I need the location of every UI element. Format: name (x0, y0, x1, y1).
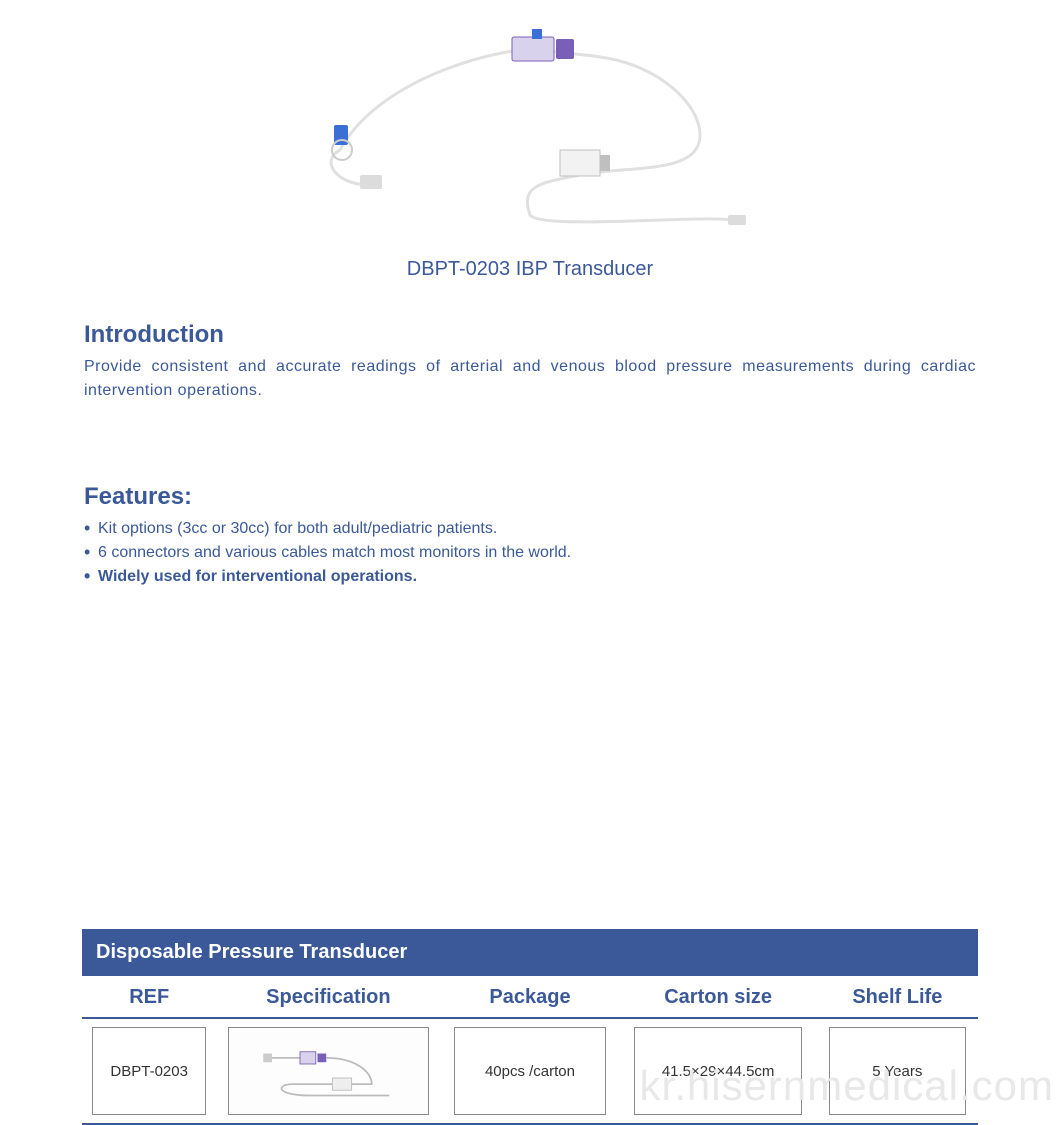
product-illustration (280, 15, 780, 235)
product-caption: DBPT-0203 IBP Transducer (0, 258, 1060, 281)
feature-item: 6 connectors and various cables match mo… (84, 541, 976, 565)
col-header-carton: Carton size (620, 986, 817, 1009)
introduction-text: Provide consistent and accurate readings… (84, 355, 976, 403)
feature-item: Widely used for interventional operation… (84, 565, 976, 589)
cell-spec-thumb (228, 1027, 430, 1115)
features-heading: Features: (84, 483, 976, 511)
col-header-life: Shelf Life (817, 986, 978, 1009)
spec-header-row: REF Specification Package Carton size Sh… (82, 976, 978, 1019)
col-header-spec: Specification (216, 986, 440, 1009)
spec-title-bar: Disposable Pressure Transducer (82, 929, 978, 976)
feature-item: Kit options (3cc or 30cc) for both adult… (84, 517, 976, 541)
product-image-area (0, 0, 1060, 250)
cell-carton: 41.5×29×44.5cm (634, 1027, 802, 1115)
features-section: Features: Kit options (3cc or 30cc) for … (0, 483, 1060, 589)
spec-data-row: DBPT-0203 40pcs /carton (82, 1019, 978, 1125)
col-header-ref: REF (82, 986, 216, 1009)
introduction-heading: Introduction (84, 321, 976, 349)
features-list: Kit options (3cc or 30cc) for both adult… (84, 517, 976, 589)
spec-section: Disposable Pressure Transducer REF Speci… (0, 929, 1060, 1125)
cell-shelf-life: 5 Years (829, 1027, 966, 1115)
cell-ref: DBPT-0203 (92, 1027, 206, 1115)
cell-package: 40pcs /carton (454, 1027, 606, 1115)
introduction-section: Introduction Provide consistent and accu… (0, 321, 1060, 403)
spec-table: REF Specification Package Carton size Sh… (82, 976, 978, 1125)
col-header-pkg: Package (440, 986, 619, 1009)
